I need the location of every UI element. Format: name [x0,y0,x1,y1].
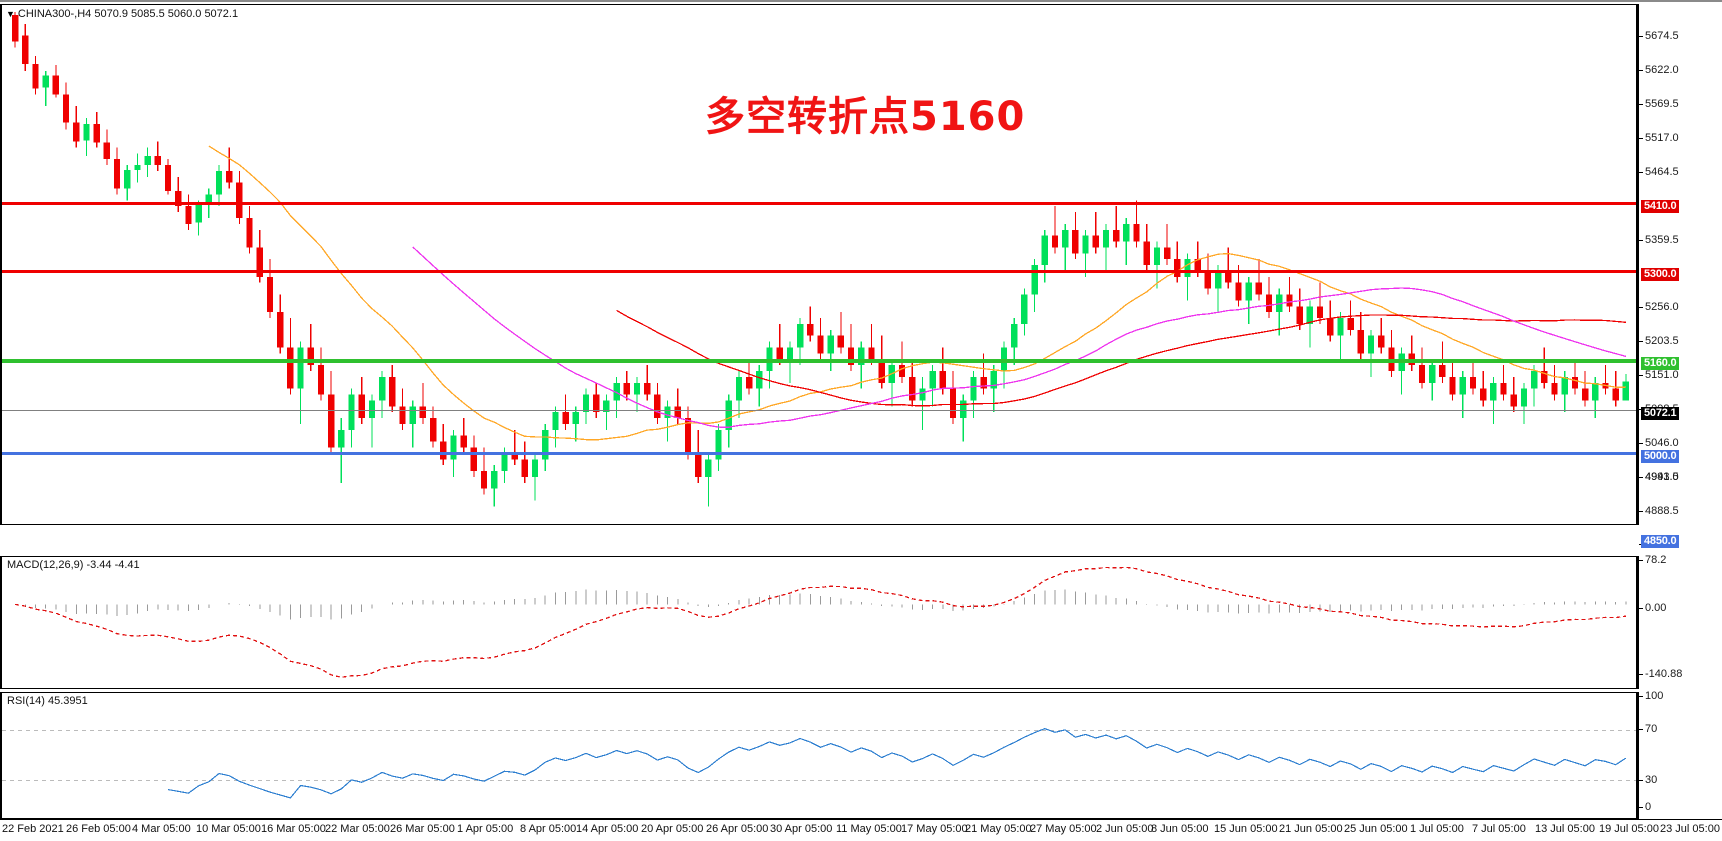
time-axis-label: 22 Mar 05:00 [325,823,390,835]
price-axis-badge-5410-0[interactable]: 5410.0 [1641,200,1680,213]
ma-magenta-line [412,246,1627,428]
price-axis-tick: 5203.5 [1639,335,1722,348]
rsi-axis-tick: 0 [1639,801,1722,814]
time-axis-label: 4 Mar 05:00 [132,823,191,835]
macd-axis-scale[interactable]: 78.2 0.00 -140.88 [1637,554,1722,689]
candle-group [11,12,1630,507]
price-axis-tick: 5359.5 [1639,234,1722,247]
chart-annotation-text: 多空转折点5160 [705,94,1026,140]
price-axis-badge-4850-0[interactable]: 4850.0 [1641,535,1680,548]
price-axis-tick: 5674.5 [1639,30,1722,43]
price-panel[interactable]: ▼ CHINA300-,H4 5070.9 5085.5 5060.0 5072.… [0,4,1637,525]
macd-axis-tick: -140.88 [1639,668,1722,681]
time-axis-label: 26 Feb 05:00 [66,823,131,835]
price-axis-tick: 5622.0 [1639,64,1722,77]
time-axis-label: 21 Jun 05:00 [1279,823,1343,835]
level-line-5300 [2,270,1636,273]
level-line-5160 [2,359,1636,363]
time-axis-label: 23 Jul 05:00 [1660,823,1720,835]
time-axis-label: 1 Jul 05:00 [1410,823,1464,835]
level-line-5410 [2,202,1636,205]
price-axis-badge-5300-0[interactable]: 5300.0 [1641,268,1680,281]
collapse-icon[interactable]: ▼ [6,9,15,19]
time-axis-label: 21 May 05:00 [965,823,1032,835]
ma-orange-line [208,145,1626,441]
time-axis-label: 15 Jun 05:00 [1214,823,1278,835]
price-axis-tick: 5151.0 [1639,369,1722,382]
ma-red-line [616,309,1626,407]
window-top-border [0,0,1722,4]
price-axis-tick: 5046.0 [1639,437,1722,450]
level-line-5072-last-price [2,410,1636,411]
symbol-header-text: CHINA300-,H4 5070.9 5085.5 5060.0 5072.1 [17,8,239,20]
macd-signal-line [14,566,1626,678]
time-axis-label: 10 Mar 05:00 [196,823,261,835]
macd-panel[interactable]: MACD(12,26,9) -3.44 -4.41 [0,556,1637,689]
price-candlestick-canvas[interactable] [2,5,1637,524]
rsi-axis-tick: 100 [1639,690,1722,703]
level-line-5000 [2,452,1636,455]
time-axis[interactable]: 22 Feb 2021 26 Feb 05:00 4 Mar 05:00 10 Mar… [0,819,1722,841]
macd-axis-tick: 0.00 [1639,602,1722,615]
rsi-header: RSI(14) 45.3951 [7,695,88,707]
time-axis-label: 14 Apr 05:00 [576,823,639,835]
price-axis-badge-5160-0[interactable]: 5160.0 [1641,357,1680,370]
time-axis-label: 13 Jul 05:00 [1535,823,1595,835]
time-axis-label: 11 May 05:00 [836,823,902,835]
rsi-canvas[interactable] [2,693,1637,818]
time-axis-label: 8 Apr 05:00 [520,823,577,835]
time-axis-label: 30 Apr 05:00 [770,823,833,835]
rsi-line [167,727,1627,799]
rsi-axis-scale[interactable]: 100 70 30 0 [1637,690,1722,819]
time-axis-label: 26 Mar 05:00 [390,823,455,835]
price-axis-badge-5072-1[interactable]: 5072.1 [1641,407,1680,420]
time-axis-label: 2 Jun 05:00 [1096,823,1154,835]
macd-axis-tick: 78.2 [1639,554,1722,567]
time-axis-label: 27 May 05:00 [1030,823,1097,835]
macd-canvas[interactable] [2,557,1637,688]
time-axis-label: 7 Jul 05:00 [1472,823,1526,835]
rsi-panel[interactable]: RSI(14) 45.3951 [0,692,1637,819]
time-axis-label: 20 Apr 05:00 [641,823,704,835]
price-axis-badge-5000-0[interactable]: 5000.0 [1641,450,1680,463]
price-axis-tick: 5256.0 [1639,301,1722,314]
time-axis-label: 17 May 05:00 [901,823,968,835]
time-axis-label: 22 Feb 2021 [2,823,64,835]
time-axis-label: 1 Apr 05:00 [457,823,514,835]
time-axis-label: 19 Jul 05:00 [1599,823,1659,835]
price-axis-tick: 5464.5 [1639,166,1722,179]
rsi-axis-tick: 70 [1639,723,1722,736]
symbol-header: ▼ CHINA300-,H4 5070.9 5085.5 5060.0 5072.… [6,8,238,20]
time-axis-label: 8 Jun 05:00 [1151,823,1209,835]
time-axis-label: 25 Jun 05:00 [1344,823,1408,835]
price-axis-scale[interactable]: 5674.5 5622.0 5569.5 5517.0 5464.5 5359.5 5256… [1637,4,1722,550]
rsi-axis-tick: 30 [1639,774,1722,787]
time-axis-label: 16 Mar 05:00 [261,823,326,835]
macd-header: MACD(12,26,9) -3.44 -4.41 [7,559,140,571]
time-axis-label: 26 Apr 05:00 [706,823,769,835]
price-axis-tick: 5517.0 [1639,132,1722,145]
price-axis-tick: 5569.5 [1639,98,1722,111]
price-axis-tick: 4888.5 [1639,505,1722,518]
price-axis-tick: 4941.0 [1639,471,1722,484]
